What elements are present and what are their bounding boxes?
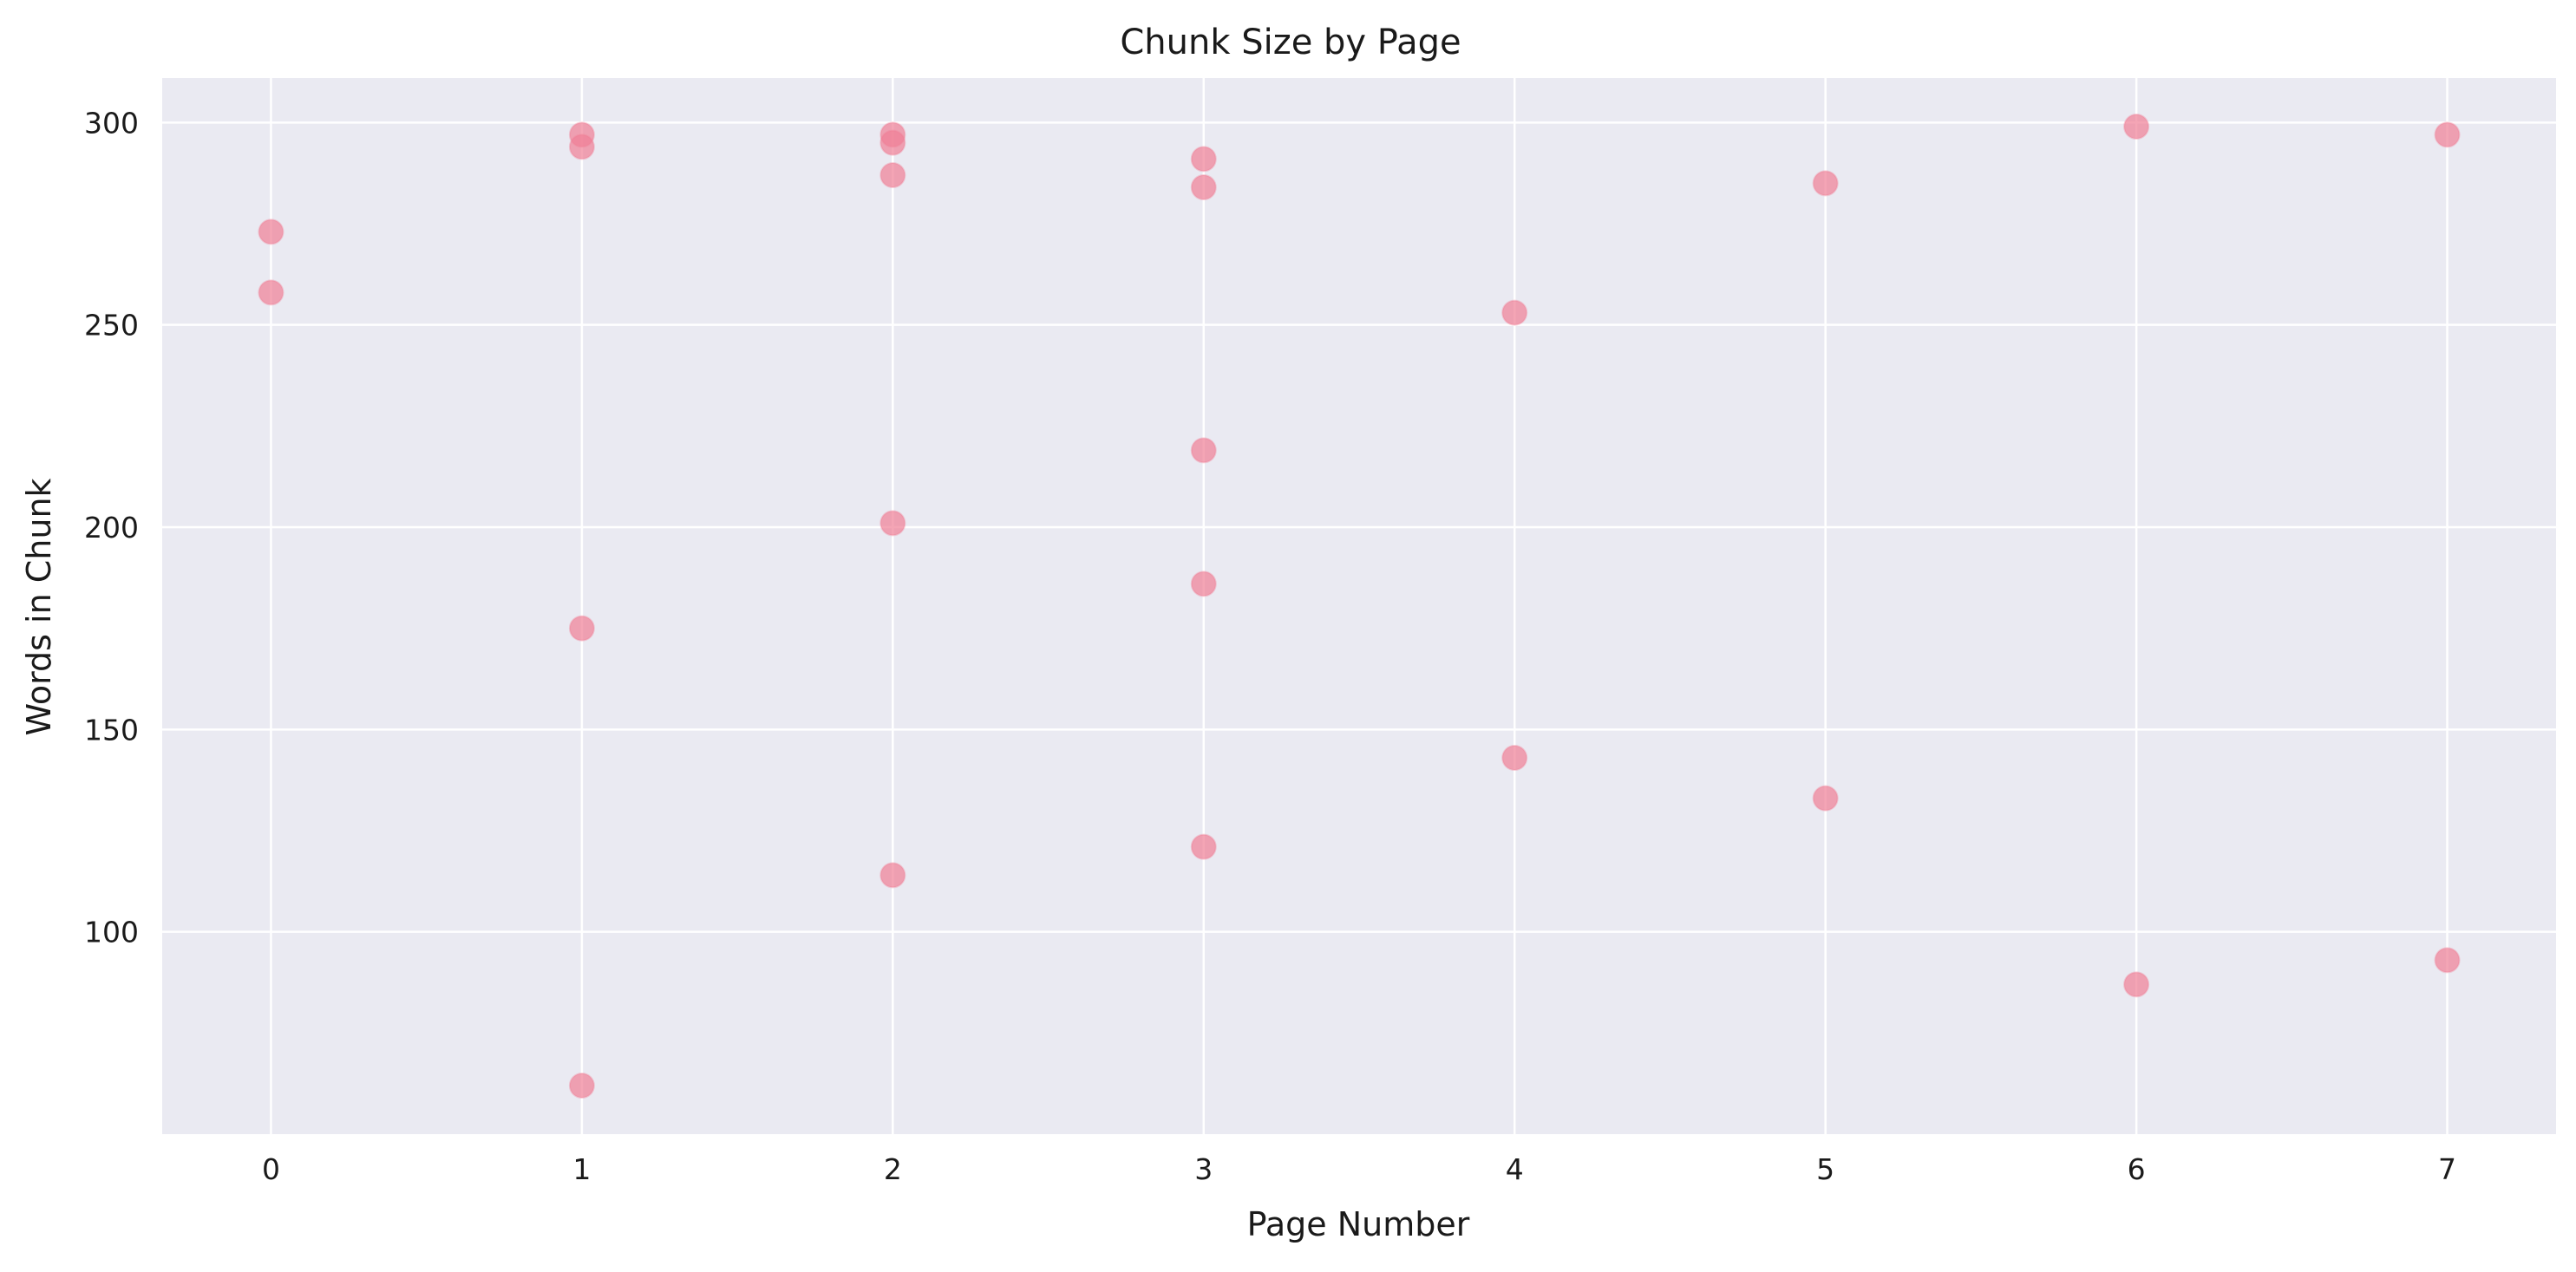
x-tick-label-7: 7	[2438, 1152, 2456, 1186]
x-tick-label-2: 2	[884, 1152, 902, 1186]
y-tick-label-2: 200	[84, 511, 139, 545]
data-point-9	[879, 510, 906, 537]
tick-labels: 0 1 2 3 4 5 6 7 100 150 200 250 300	[84, 106, 2456, 1186]
data-point-13	[1190, 437, 1217, 464]
x-tick-label-3: 3	[1194, 1152, 1213, 1186]
x-tick-label-5: 5	[1816, 1152, 1834, 1186]
data-point-17	[1501, 745, 1528, 771]
data-point-18	[1812, 170, 1839, 197]
data-point-23	[2434, 947, 2461, 974]
y-tick-label-0: 100	[84, 916, 139, 949]
data-point-4	[568, 615, 595, 642]
grid-lines	[162, 78, 2556, 1134]
data-point-3	[568, 134, 595, 160]
data-point-0	[258, 219, 284, 245]
y-tick-label-4: 300	[84, 106, 139, 140]
data-point-10	[879, 862, 906, 889]
y-tick-label-1: 150	[84, 713, 139, 747]
data-point-21	[2123, 971, 2150, 998]
x-tick-label-0: 0	[262, 1152, 280, 1186]
x-tick-label-1: 1	[572, 1152, 591, 1186]
plot-area	[162, 78, 2556, 1134]
data-points	[258, 114, 2461, 1099]
data-point-20	[2123, 114, 2150, 140]
data-point-12	[1190, 174, 1217, 200]
x-axis-label: Page Number	[1247, 1205, 1470, 1243]
data-point-11	[1190, 146, 1217, 173]
y-tick-label-3: 250	[84, 309, 139, 342]
y-axis-label: Words in Chunk	[20, 478, 58, 735]
data-point-14	[1190, 571, 1217, 597]
data-point-16	[1501, 299, 1528, 326]
x-tick-label-6: 6	[2128, 1152, 2146, 1186]
data-point-7	[879, 129, 906, 156]
data-point-19	[1812, 785, 1839, 812]
data-point-22	[2434, 121, 2461, 148]
data-point-1	[258, 279, 284, 306]
x-tick-label-4: 4	[1506, 1152, 1524, 1186]
data-point-5	[568, 1073, 595, 1099]
chart-title: Chunk Size by Page	[1120, 23, 1461, 62]
data-point-15	[1190, 833, 1217, 860]
data-point-8	[879, 162, 906, 188]
